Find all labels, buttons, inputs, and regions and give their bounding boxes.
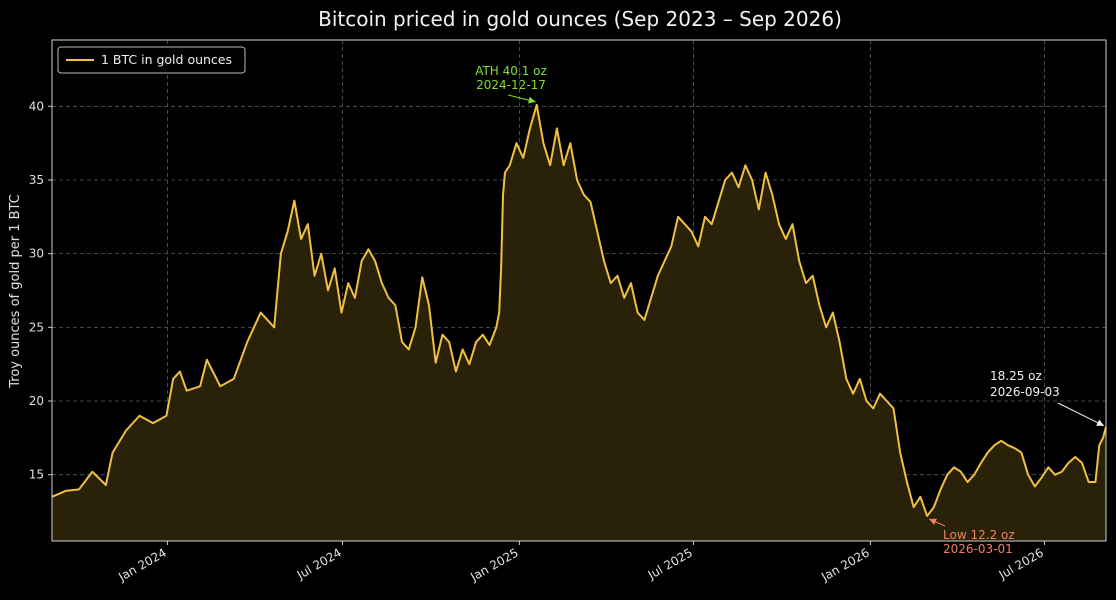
annotation-low-arrowhead: [929, 518, 937, 525]
legend: 1 BTC in gold ounces: [57, 46, 246, 74]
y-tick-label: 15: [29, 468, 44, 482]
annotation-last-line2: 2026-09-03: [990, 385, 1060, 399]
chart-title: Bitcoin priced in gold ounces (Sep 2023 …: [318, 7, 842, 31]
y-axis-label: Troy ounces of gold per 1 BTC: [8, 194, 23, 389]
plot-frame: [51, 39, 1107, 542]
y-tick-label: 20: [29, 394, 44, 408]
y-axis: 15 20 25 30 35 40: [29, 99, 52, 482]
annotation-low: Low 12.2 oz 2026-03-01: [928, 518, 1015, 556]
annotation-low-line1: Low 12.2 oz: [943, 528, 1015, 542]
annotation-last-arrowhead: [1096, 419, 1104, 426]
annotation-last-line1: 18.25 oz: [990, 369, 1042, 383]
annotation-ath-line2: 2024-12-17: [476, 78, 546, 92]
annotation-last-arrow: [1057, 402, 1105, 427]
annotation-last: 18.25 oz 2026-09-03: [990, 369, 1105, 427]
series-area: [52, 104, 1106, 541]
series-line: [51, 103, 1107, 517]
legend-label: 1 BTC in gold ounces: [101, 52, 232, 67]
y-tick-label: 25: [29, 320, 44, 334]
y-tick-label: 40: [29, 99, 44, 113]
y-tick-label: 30: [29, 247, 44, 261]
annotation-ath-line1: ATH 40.1 oz: [475, 64, 547, 78]
annotation-ath-arrowhead: [528, 96, 536, 104]
legend-box: [57, 46, 246, 74]
y-tick-label: 35: [29, 173, 44, 187]
annotation-ath: ATH 40.1 oz 2024-12-17: [475, 64, 547, 104]
annotation-low-line2: 2026-03-01: [943, 542, 1013, 556]
